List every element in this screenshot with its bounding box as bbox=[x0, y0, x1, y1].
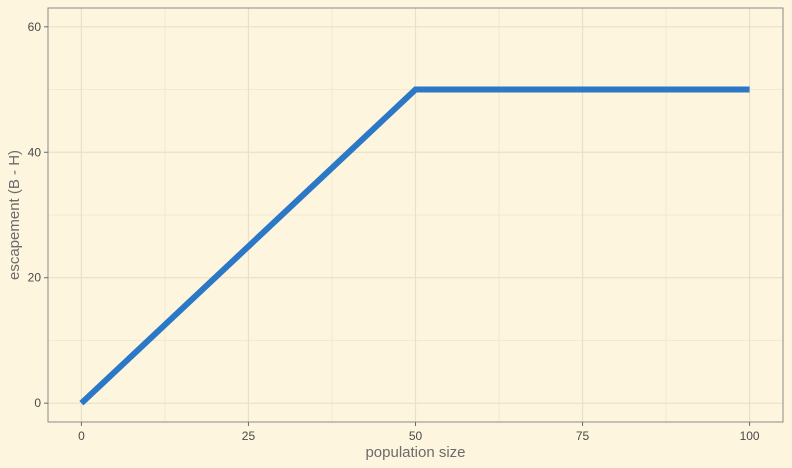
x-tick-label: 50 bbox=[409, 429, 423, 443]
axes: 0 25 50 75 100 0 20 40 60 bbox=[28, 20, 760, 443]
y-tick-label: 20 bbox=[28, 271, 42, 285]
y-axis-title: escapement (B - H) bbox=[6, 150, 23, 280]
x-axis-title: population size bbox=[365, 444, 465, 461]
series-line bbox=[79, 86, 750, 406]
y-tick-label: 40 bbox=[28, 145, 42, 159]
x-tick-label: 25 bbox=[242, 429, 256, 443]
y-tick-label: 0 bbox=[34, 396, 41, 410]
series-layer bbox=[79, 86, 750, 406]
grid-lines bbox=[48, 8, 783, 422]
x-tick-label: 75 bbox=[576, 429, 590, 443]
y-tick-label: 60 bbox=[28, 20, 42, 34]
x-tick-label: 100 bbox=[740, 429, 760, 443]
x-tick-label: 0 bbox=[78, 429, 85, 443]
